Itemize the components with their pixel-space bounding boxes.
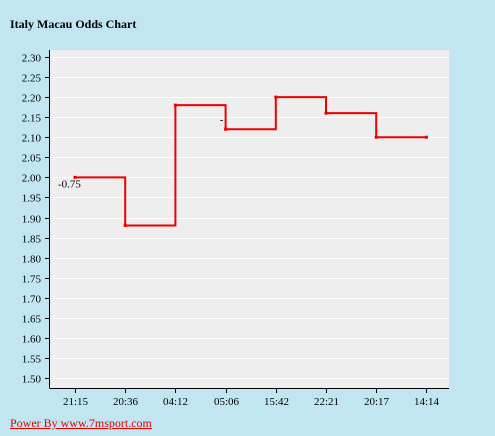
- data-point: [424, 135, 428, 139]
- y-tick-label: 1.80: [22, 254, 42, 266]
- credit-link[interactable]: Power By www.7msport.com: [10, 416, 152, 430]
- annotation-label: -0.75: [58, 178, 81, 190]
- y-tick-label: 1.65: [22, 314, 42, 326]
- x-tick-label: 15:42: [264, 396, 289, 408]
- x-tick-label: 22:21: [314, 396, 339, 408]
- x-tick-label: 20:17: [364, 396, 390, 408]
- data-point: [173, 103, 177, 107]
- odds-line: [75, 96, 427, 227]
- annotation-label: -: [220, 114, 224, 126]
- y-tick-label: 2.30: [22, 53, 42, 65]
- data-point: [73, 175, 77, 179]
- y-tick-label: 1.50: [22, 374, 42, 386]
- chart-title: Italy Macau Odds Chart: [10, 17, 137, 31]
- y-tick-label: 1.95: [22, 193, 42, 205]
- y-tick-label: 1.55: [22, 354, 42, 366]
- y-tick-label: 1.85: [22, 234, 42, 246]
- y-axis-ticks: 2.30 2.25 2.20 2.15 2.10 2.05 2.00 1.95 1.90 1.85…: [22, 53, 50, 386]
- annotations: -0.75 -: [58, 114, 224, 190]
- y-tick-label: 2.00: [22, 173, 42, 185]
- y-tick-label: 2.05: [22, 153, 42, 165]
- y-tick-label: 2.10: [22, 133, 42, 145]
- odds-series: [73, 95, 428, 228]
- y-tick-label: 1.60: [22, 334, 42, 346]
- x-tick-label: 14:14: [414, 396, 440, 408]
- y-tick-label: 2.20: [22, 93, 42, 105]
- data-point: [324, 111, 328, 115]
- y-tick-label: 2.25: [22, 73, 42, 85]
- data-point: [224, 127, 228, 131]
- y-tick-label: 1.90: [22, 214, 42, 226]
- data-point: [374, 135, 378, 139]
- y-tick-label: 2.15: [22, 113, 42, 125]
- x-axis-ticks: 21:15 20:36 04:12 05:06 15:42 22:21 20:17 14:14: [63, 388, 440, 408]
- data-point: [123, 224, 127, 228]
- x-tick-label: 21:15: [63, 396, 89, 408]
- x-tick-label: 20:36: [113, 396, 139, 408]
- data-point: [274, 95, 278, 99]
- y-tick-label: 1.70: [22, 294, 42, 306]
- y-tick-label: 1.75: [22, 274, 42, 286]
- x-tick-label: 05:06: [214, 396, 240, 408]
- gridlines: [50, 57, 449, 379]
- x-tick-label: 04:12: [163, 396, 188, 408]
